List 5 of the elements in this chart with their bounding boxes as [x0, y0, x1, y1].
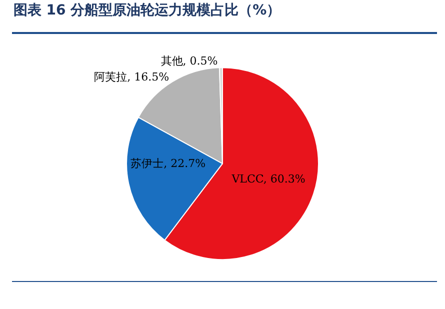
slice-label: 苏伊士, 22.7% — [130, 157, 206, 170]
chart-title: 图表 16 分船型原油轮运力规模占比（%） — [13, 2, 281, 18]
slice-label: VLCC, 60.3% — [230, 172, 306, 186]
slice-label: 其他, 0.5% — [160, 54, 218, 68]
slice-label: 阿芙拉, 16.5% — [94, 70, 170, 84]
